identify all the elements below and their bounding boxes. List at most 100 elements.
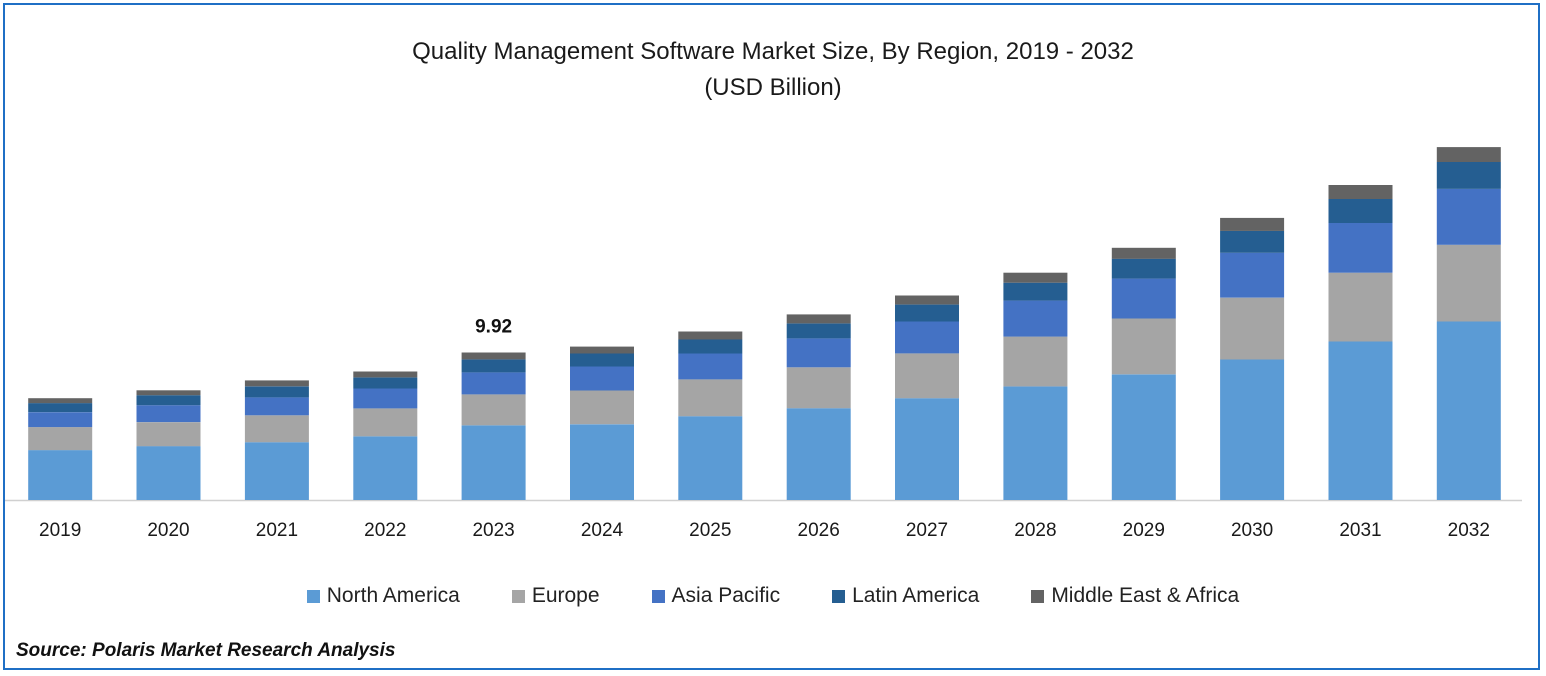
chart-title: Quality Management Software Market Size,… [412, 38, 1134, 65]
bar-segment-2029-asia-pacific [1111, 278, 1176, 319]
legend-item-asia-pacific: Asia Pacific [651, 584, 781, 608]
chart-subtitle: (USD Billion) [704, 74, 842, 101]
bar-segment-2030-middle-east-africa [1220, 217, 1285, 231]
bar-segment-2021-middle-east-africa [244, 380, 309, 387]
bar-segment-2022-latin-america [353, 377, 418, 389]
legend-swatch [306, 589, 320, 603]
bar-segment-2020-latin-america [136, 395, 201, 406]
bar-segment-2023-north-america [461, 425, 526, 500]
bar-segment-2023-middle-east-africa [461, 352, 526, 360]
bar-segment-2020-europe [136, 422, 201, 447]
bar-segment-2022-north-america [353, 436, 418, 500]
bar-segment-2019-asia-pacific [28, 412, 93, 428]
chart-frame [3, 3, 1540, 670]
legend-label: Latin America [852, 584, 980, 607]
bar-segment-2023-latin-america [461, 359, 526, 373]
x-tick-label: 2027 [906, 520, 948, 541]
bar-segment-2019-north-america [28, 450, 93, 500]
x-tick-label: 2023 [472, 520, 514, 541]
bar-segment-2032-latin-america [1436, 162, 1501, 189]
bar-segment-2026-asia-pacific [786, 338, 851, 368]
bar-segment-2022-europe [353, 408, 418, 437]
bar-segment-2019-europe [28, 427, 93, 451]
source-note: Source: Polaris Market Research Analysis [16, 640, 396, 661]
bar-segment-2027-north-america [895, 398, 959, 500]
bar-segment-2025-middle-east-africa [678, 331, 743, 340]
x-tick-label: 2019 [39, 520, 81, 541]
x-tick-label: 2031 [1339, 520, 1381, 541]
bar-segment-2029-middle-east-africa [1111, 247, 1176, 259]
bar-segment-2024-latin-america [570, 353, 634, 367]
bar-segment-2031-middle-east-africa [1328, 185, 1393, 199]
bar-segment-2028-middle-east-africa [1003, 272, 1068, 283]
x-tick-label: 2022 [364, 520, 406, 541]
bar-segment-2029-latin-america [1111, 258, 1176, 279]
bar-segment-2023-asia-pacific [461, 372, 526, 395]
bar-segment-2024-north-america [570, 424, 634, 500]
bar-segment-2032-asia-pacific [1436, 189, 1501, 245]
bar-segment-2030-asia-pacific [1220, 252, 1285, 298]
bar-segment-2027-europe [895, 353, 959, 399]
legend-swatch [651, 589, 665, 603]
bar-segment-2020-asia-pacific [136, 405, 201, 423]
bar-segment-2030-europe [1220, 297, 1285, 360]
x-tick-label: 2021 [256, 520, 298, 541]
x-tick-label: 2029 [1123, 520, 1165, 541]
bar-segment-2030-latin-america [1220, 230, 1285, 253]
legend-swatch [511, 589, 525, 603]
bar-segment-2030-north-america [1220, 359, 1285, 500]
legend-item-latin-america: Latin America [832, 584, 979, 608]
bar-segment-2028-latin-america [1003, 282, 1068, 301]
bar-segment-2025-north-america [678, 416, 743, 500]
bar-segment-2031-latin-america [1328, 199, 1393, 223]
bar-segment-2029-north-america [1111, 374, 1176, 500]
bar-segment-2029-europe [1111, 318, 1176, 375]
bar-segment-2021-europe [244, 415, 309, 443]
bar-segment-2028-north-america [1003, 386, 1068, 500]
x-tick-label: 2026 [798, 520, 840, 541]
bar-segment-2024-europe [570, 390, 634, 425]
bar-segment-2022-asia-pacific [353, 388, 418, 409]
x-tick-label: 2028 [1014, 520, 1056, 541]
bar-segment-2020-middle-east-africa [136, 390, 201, 396]
bar-segment-2026-middle-east-africa [786, 314, 851, 324]
bar-segment-2021-north-america [244, 442, 309, 500]
bar-segment-2026-latin-america [786, 323, 851, 339]
bar-segment-2031-europe [1328, 272, 1393, 342]
x-tick-label: 2024 [581, 520, 624, 541]
bar-segment-2027-asia-pacific [895, 321, 959, 354]
bar-segment-2019-latin-america [28, 403, 93, 413]
legend-label: Asia Pacific [671, 584, 781, 607]
legend-item-europe: Europe [511, 584, 600, 608]
bar-segment-2031-north-america [1328, 341, 1393, 500]
legend-item-middle-east-africa: Middle East & Africa [1031, 584, 1239, 608]
legend-swatch [1031, 589, 1045, 603]
legend-label: North America [326, 584, 460, 607]
bar-segment-2022-middle-east-africa [353, 371, 418, 378]
bar-segment-2025-asia-pacific [678, 353, 743, 380]
bar-segment-2031-asia-pacific [1328, 222, 1393, 273]
bar-segment-2024-asia-pacific [570, 366, 634, 391]
bar-segment-2019-middle-east-africa [28, 398, 93, 404]
legend-swatch [832, 589, 846, 603]
data-label-2023: 9.92 [475, 317, 512, 338]
bar-segment-2020-north-america [136, 446, 201, 500]
x-tick-label: 2025 [689, 520, 731, 541]
bar-segment-2026-europe [786, 367, 851, 409]
bar-segment-2021-latin-america [244, 386, 309, 398]
bar-segment-2028-europe [1003, 336, 1068, 387]
legend-label: Europe [531, 584, 600, 607]
x-tick-label: 2032 [1448, 520, 1490, 541]
bar-segment-2024-middle-east-africa [570, 346, 634, 354]
bar-segment-2032-europe [1436, 244, 1501, 322]
bar-segment-2023-europe [461, 394, 526, 426]
bar-segment-2032-north-america [1436, 321, 1501, 500]
legend-item-north-america: North America [306, 584, 460, 608]
chart-legend: North America Europe Asia Pacific Latin Ame… [0, 584, 1546, 608]
bar-segment-2026-north-america [786, 408, 851, 500]
bar-segment-2028-asia-pacific [1003, 300, 1068, 337]
x-tick-label: 2020 [147, 520, 189, 541]
bar-segment-2032-middle-east-africa [1436, 147, 1501, 162]
legend-label: Middle East & Africa [1051, 584, 1240, 607]
